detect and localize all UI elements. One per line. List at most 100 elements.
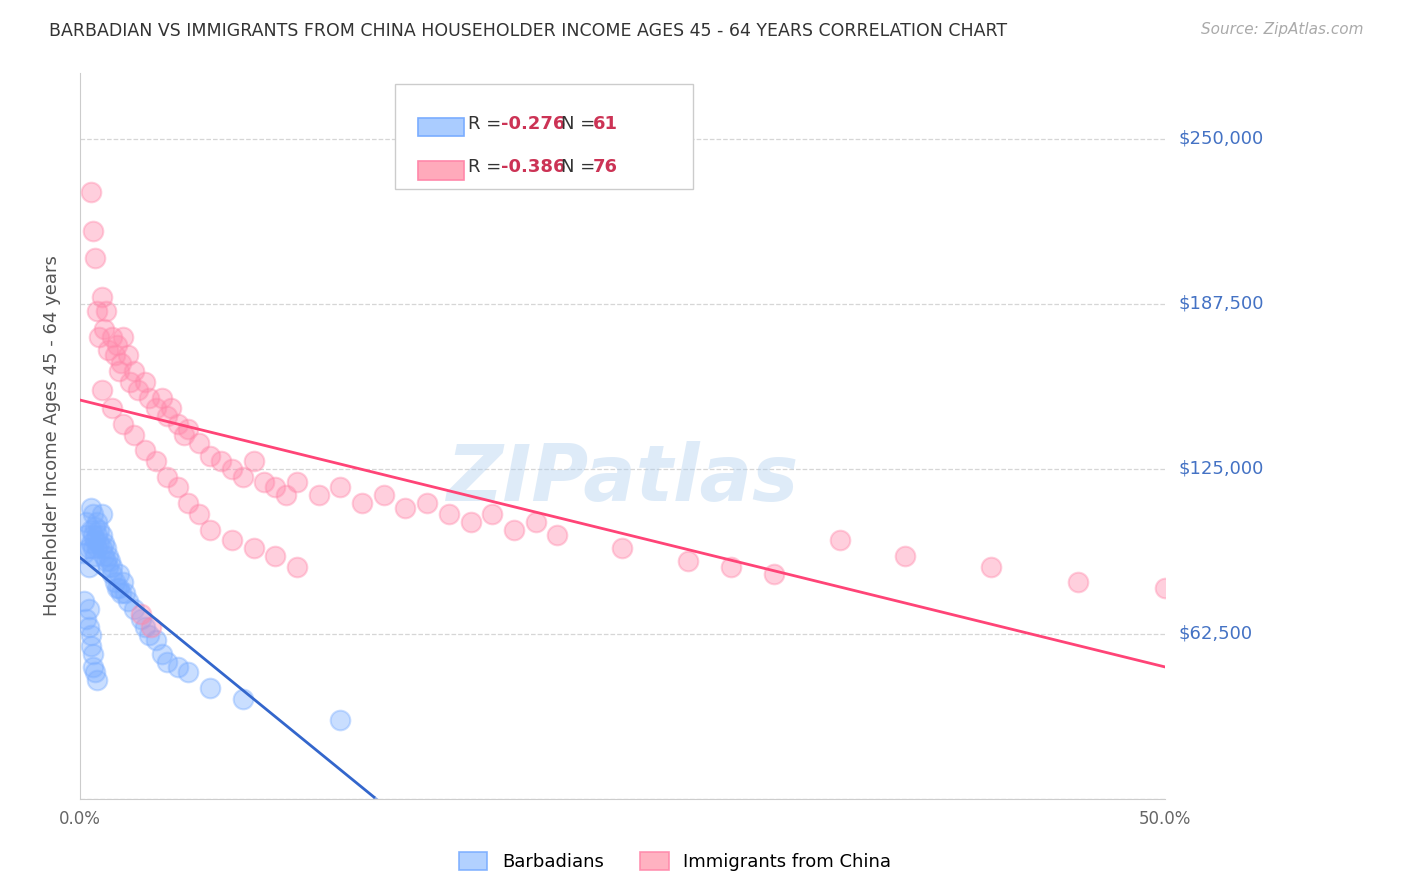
Point [110, 356, 132, 370]
FancyBboxPatch shape [419, 118, 464, 136]
Point [90, 541, 112, 555]
Point [90, 507, 112, 521]
Point [437, 507, 460, 521]
Point [141, 620, 163, 634]
Point [612, 541, 634, 555]
Point [82, 507, 104, 521]
Point [329, 713, 352, 727]
Point [129, 607, 152, 621]
Point [394, 501, 416, 516]
Point [94, 541, 117, 555]
Point [221, 533, 243, 548]
Point [242, 541, 264, 555]
Point [93, 322, 115, 336]
Point [75, 515, 97, 529]
Point [285, 475, 308, 489]
Point [112, 417, 135, 431]
Point [156, 470, 179, 484]
Point [101, 567, 124, 582]
Point [84, 520, 107, 534]
Point [112, 575, 135, 590]
Point [198, 523, 221, 537]
Point [166, 417, 188, 431]
Point [198, 449, 221, 463]
Text: R =: R = [468, 159, 508, 177]
Point [122, 427, 145, 442]
Point [138, 628, 160, 642]
Point [90, 528, 112, 542]
Point [264, 480, 287, 494]
Point [416, 496, 439, 510]
Text: N =: N = [561, 115, 600, 133]
Text: 76: 76 [593, 159, 619, 177]
Point [80, 628, 103, 642]
Point [145, 401, 167, 416]
Point [94, 554, 117, 568]
Point [98, 554, 121, 568]
Point [80, 536, 103, 550]
Point [117, 348, 139, 362]
Text: 61: 61 [593, 115, 619, 133]
Point [82, 224, 104, 238]
Point [274, 488, 297, 502]
Point [524, 515, 547, 529]
Point [188, 435, 211, 450]
Point [138, 391, 160, 405]
Point [90, 290, 112, 304]
Point [82, 541, 104, 555]
Point [129, 612, 152, 626]
Point [77, 601, 100, 615]
Point [80, 185, 103, 199]
Point [77, 541, 100, 555]
Point [156, 409, 179, 423]
Point [209, 454, 232, 468]
FancyBboxPatch shape [395, 84, 693, 189]
Point [110, 586, 132, 600]
Point [75, 528, 97, 542]
Text: BARBADIAN VS IMMIGRANTS FROM CHINA HOUSEHOLDER INCOME AGES 45 - 64 YEARS CORRELA: BARBADIAN VS IMMIGRANTS FROM CHINA HOUSE… [49, 22, 1007, 40]
Point [97, 343, 120, 358]
Text: $62,500: $62,500 [1180, 625, 1253, 643]
Point [145, 633, 167, 648]
Point [373, 488, 395, 502]
Point [156, 655, 179, 669]
Point [150, 391, 173, 405]
Point [80, 523, 103, 537]
Point [82, 528, 104, 542]
Point [166, 480, 188, 494]
Text: N =: N = [561, 159, 600, 177]
Point [980, 559, 1002, 574]
Point [112, 330, 135, 344]
Point [84, 533, 107, 548]
Point [173, 427, 195, 442]
Point [114, 586, 136, 600]
Point [84, 251, 107, 265]
Point [117, 594, 139, 608]
Point [89, 330, 111, 344]
Point [97, 549, 120, 563]
Point [101, 559, 124, 574]
Point [118, 375, 141, 389]
Point [101, 330, 124, 344]
Point [1154, 581, 1177, 595]
Point [86, 303, 108, 318]
Point [177, 422, 200, 436]
Point [101, 401, 124, 416]
Point [97, 559, 120, 574]
Point [105, 581, 128, 595]
Point [82, 647, 104, 661]
Text: -0.386: -0.386 [501, 159, 565, 177]
Point [73, 546, 96, 560]
Text: $250,000: $250,000 [1180, 130, 1264, 148]
Text: R =: R = [468, 115, 508, 133]
Point [177, 496, 200, 510]
Point [893, 549, 915, 563]
Point [108, 581, 131, 595]
Point [676, 554, 699, 568]
Point [221, 462, 243, 476]
Point [285, 559, 308, 574]
Point [104, 348, 127, 362]
Point [108, 364, 131, 378]
Point [127, 383, 149, 397]
Point [134, 443, 156, 458]
